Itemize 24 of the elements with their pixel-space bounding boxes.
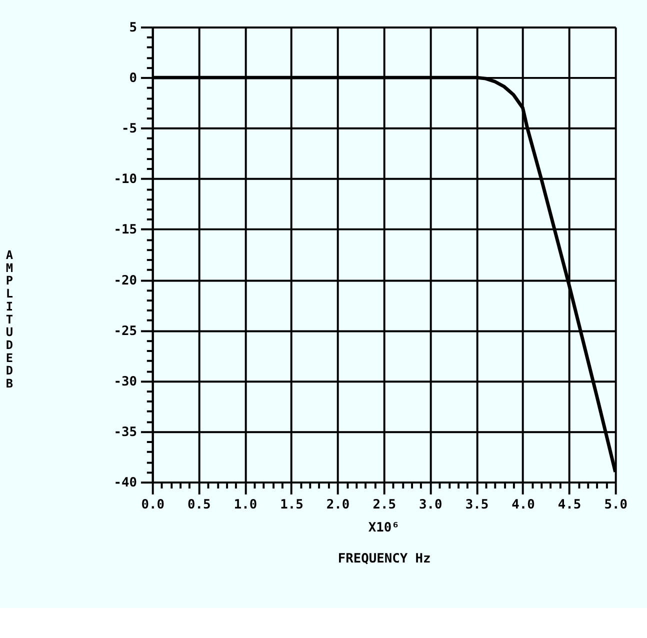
y-tick-label: -30 [114, 374, 138, 390]
x-axis-title: FREQUENCY Hz [338, 552, 431, 567]
x-tick-label: 3.5 [465, 497, 489, 512]
y-tick-label: -25 [114, 324, 138, 339]
y-tick-label: -35 [114, 424, 138, 440]
y-tick-label: -10 [114, 172, 138, 188]
y-tick-label: 0 [129, 71, 138, 86]
x-tick-label: 4.0 [512, 497, 535, 512]
x-tick-label: 2.0 [326, 497, 350, 512]
x-tick-label: 2.5 [372, 497, 396, 512]
y-tick-label: -15 [114, 222, 138, 238]
y-tick-label: -5 [122, 122, 138, 137]
y-tick-label: -40 [114, 476, 138, 491]
x-tick-label: 1.0 [234, 497, 258, 512]
x-tick-label: 5.0 [604, 497, 628, 512]
x-tick-label: 4.5 [558, 497, 582, 512]
text: AMPLITUDE DB [6, 248, 13, 391]
x-tick-label: 0.0 [141, 497, 164, 512]
x-tick-label: 3.0 [419, 497, 442, 512]
text: X10⁶ [368, 520, 400, 536]
y-tick-label: 5 [129, 20, 138, 36]
x-tick-label: 0.5 [188, 497, 211, 512]
x-tick-label: 1.5 [280, 497, 304, 512]
y-tick-label: -20 [114, 273, 138, 288]
